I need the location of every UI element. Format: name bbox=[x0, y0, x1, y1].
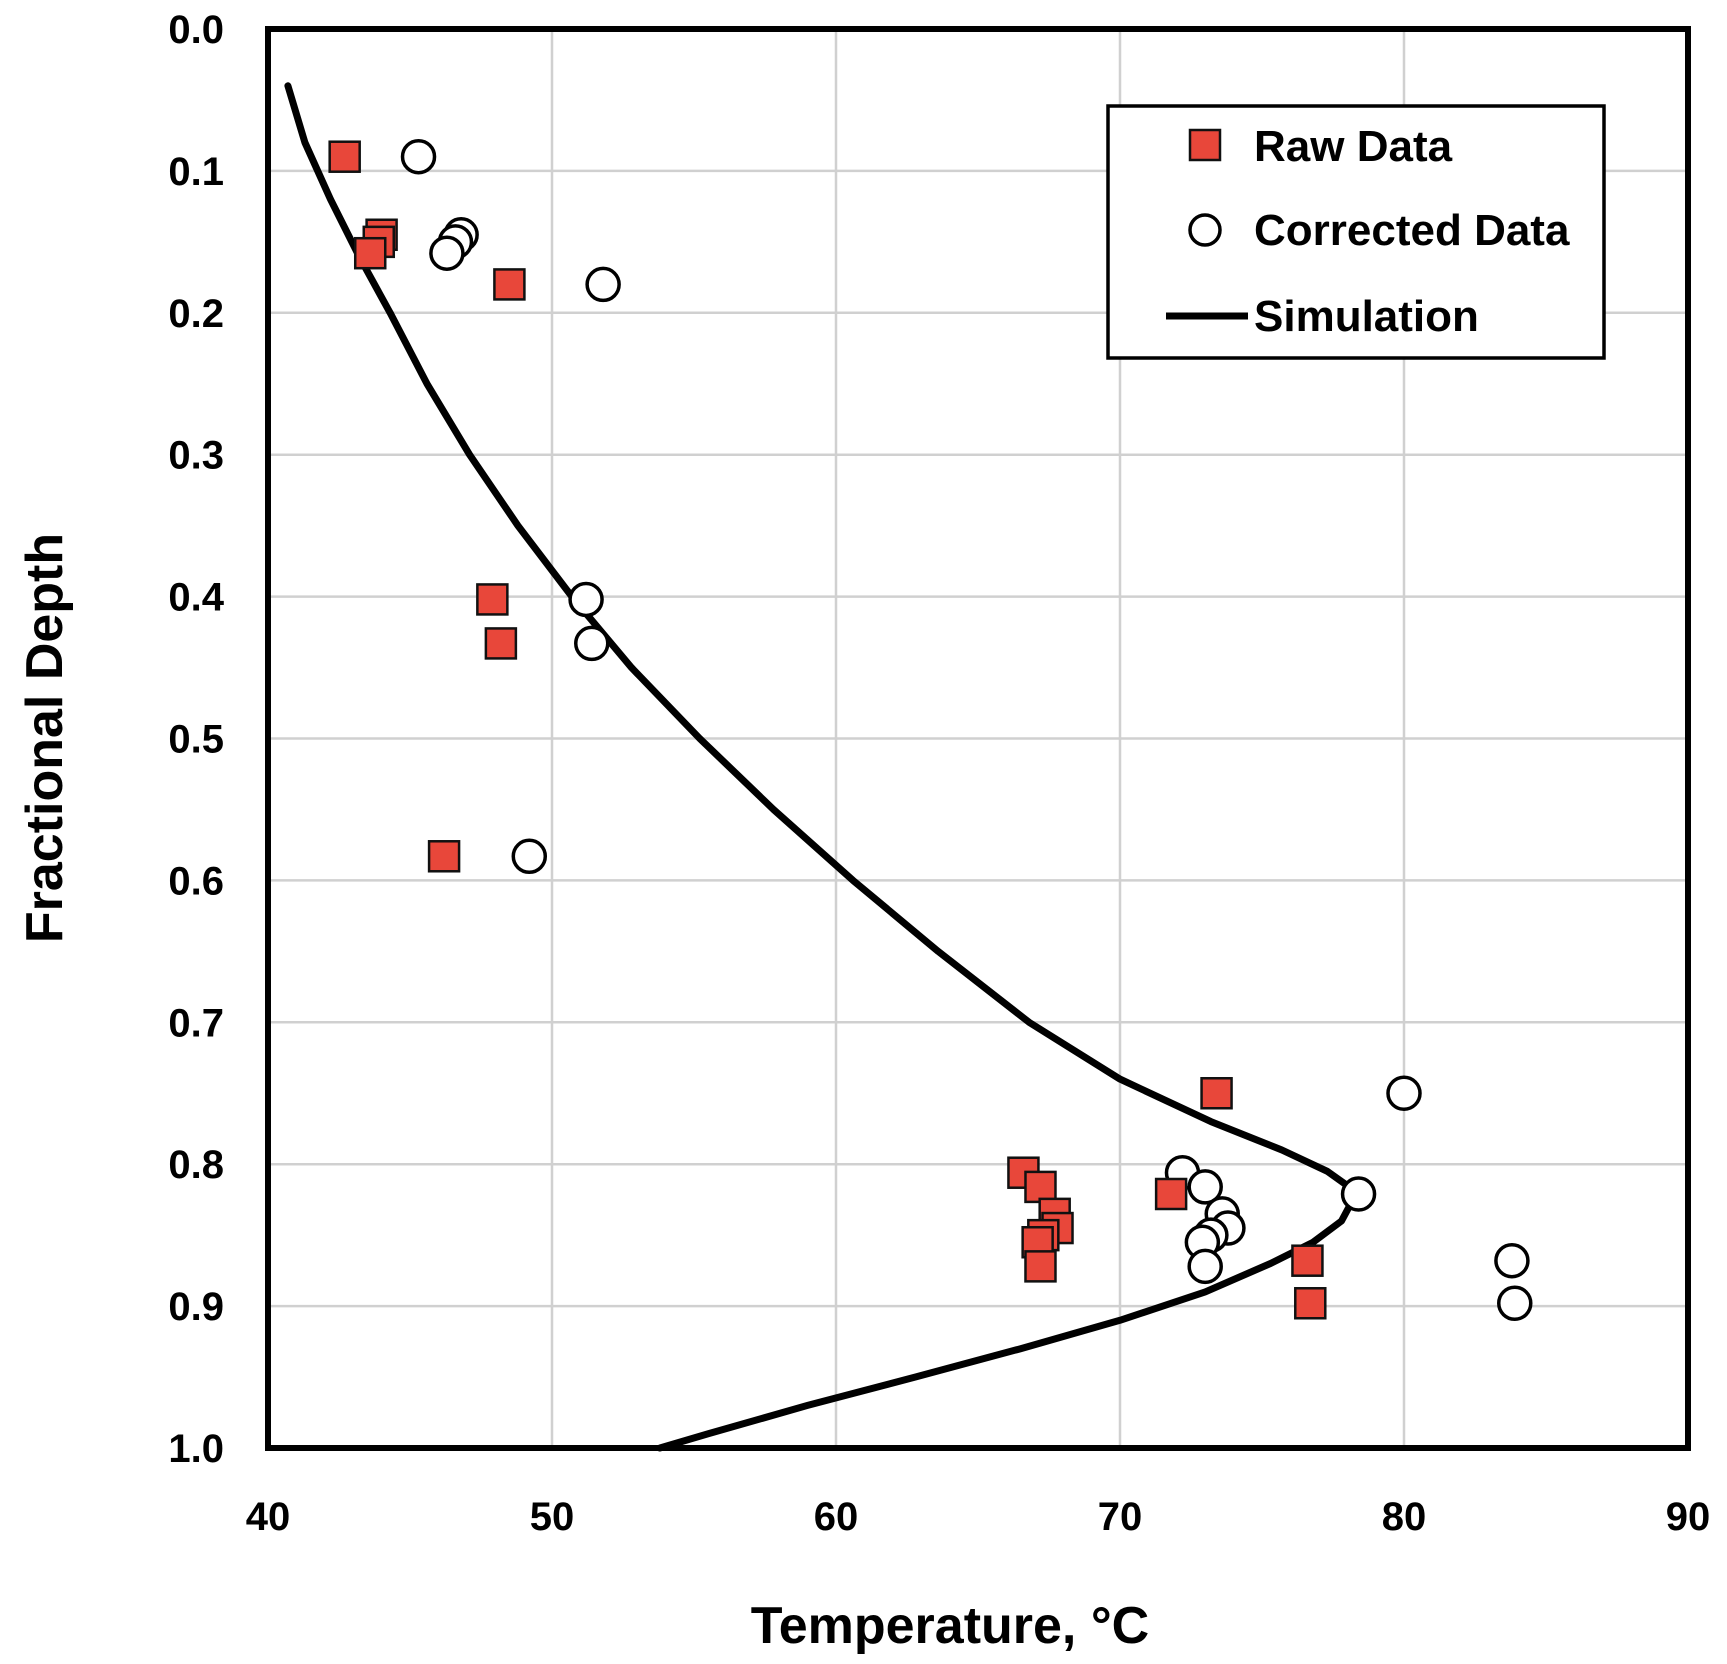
legend-raw-marker bbox=[1188, 128, 1222, 162]
plot-series bbox=[284, 82, 1533, 1452]
legend-corrected-marker bbox=[1188, 213, 1222, 247]
y-tick-label: 0.0 bbox=[168, 8, 224, 52]
y-tick-label: 0.3 bbox=[168, 434, 224, 478]
corrected-data-point bbox=[574, 625, 610, 662]
corrected-data-point bbox=[1497, 1285, 1533, 1322]
raw-data-point bbox=[353, 236, 387, 270]
x-tick-label: 90 bbox=[1666, 1495, 1711, 1539]
y-axis-ticks: 0.0 0.1 0.2 0.3 0.4 0.5 0.6 0.7 0.8 0.9 1.0 bbox=[168, 8, 224, 1471]
raw-data-point bbox=[476, 583, 509, 616]
corrected-data-points bbox=[400, 138, 1533, 1322]
y-tick-label: 0.2 bbox=[168, 292, 224, 336]
raw-data-point bbox=[328, 140, 361, 173]
raw-data-point bbox=[1024, 1250, 1057, 1283]
raw-data-point bbox=[427, 840, 461, 873]
corrected-data-point bbox=[1187, 1248, 1223, 1285]
raw-data-point bbox=[1024, 1170, 1057, 1204]
corrected-data-point bbox=[400, 138, 437, 175]
x-axis-ticks: 40 50 60 70 80 90 bbox=[246, 1495, 1711, 1539]
raw-data-point bbox=[493, 268, 526, 301]
legend-simulation-label: Simulation bbox=[1254, 292, 1479, 341]
corrected-data-point bbox=[1386, 1075, 1422, 1111]
raw-data-point bbox=[1294, 1287, 1327, 1320]
raw-data-point bbox=[484, 627, 518, 660]
corrected-data-point bbox=[1494, 1242, 1530, 1279]
y-tick-label: 0.7 bbox=[168, 1001, 224, 1045]
plot-frame bbox=[265, 26, 1691, 1451]
y-tick-label: 0.1 bbox=[168, 150, 224, 194]
corrected-data-point bbox=[511, 838, 548, 875]
x-axis-label: Temperature, °C bbox=[751, 1597, 1149, 1655]
raw-data-point bbox=[1154, 1177, 1188, 1211]
y-tick-label: 0.8 bbox=[168, 1143, 224, 1187]
y-tick-label: 0.4 bbox=[168, 576, 224, 620]
corrected-data-point bbox=[429, 235, 465, 271]
y-tick-label: 1.0 bbox=[168, 1427, 224, 1471]
raw-data-point bbox=[1200, 1077, 1233, 1110]
x-tick-label: 50 bbox=[530, 1495, 575, 1539]
legend-corrected-label: Corrected Data bbox=[1254, 206, 1570, 255]
simulation-line bbox=[284, 82, 1357, 1452]
legend: Raw Data Corrected Data Simulation bbox=[1106, 104, 1606, 360]
x-tick-label: 40 bbox=[246, 1495, 291, 1539]
raw-data-point bbox=[1291, 1244, 1324, 1277]
y-tick-label: 0.9 bbox=[168, 1285, 224, 1329]
corrected-data-point bbox=[585, 266, 621, 303]
y-axis-label: Fractional Depth bbox=[16, 533, 74, 943]
y-tick-label: 0.5 bbox=[168, 718, 224, 762]
corrected-data-point bbox=[568, 581, 604, 618]
legend-raw-label: Raw Data bbox=[1254, 122, 1453, 171]
corrected-data-point bbox=[1340, 1176, 1377, 1212]
x-tick-label: 80 bbox=[1382, 1495, 1427, 1539]
x-tick-label: 60 bbox=[814, 1495, 859, 1539]
y-tick-label: 0.6 bbox=[168, 859, 224, 903]
corrected-data-point bbox=[1187, 1169, 1223, 1205]
raw-data-points bbox=[328, 140, 1327, 1320]
x-tick-label: 70 bbox=[1098, 1495, 1143, 1539]
